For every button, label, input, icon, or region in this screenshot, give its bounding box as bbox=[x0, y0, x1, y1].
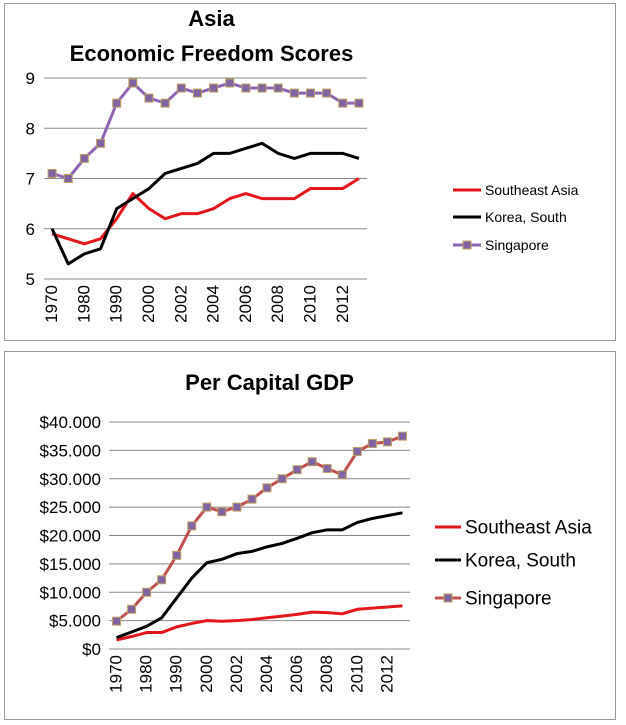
y-tick-label: $35.000 bbox=[40, 441, 101, 460]
series-point bbox=[307, 457, 317, 467]
series-point bbox=[273, 83, 283, 93]
series-line-1 bbox=[50, 141, 360, 266]
x-tick-label: 1990 bbox=[107, 285, 126, 323]
x-tick-label: 2008 bbox=[317, 655, 336, 693]
series-point bbox=[217, 507, 227, 517]
series-point bbox=[202, 502, 212, 512]
x-tick-label: 2010 bbox=[300, 285, 319, 323]
legend-label: Korea, South bbox=[465, 551, 576, 572]
y-tick-label: $15.000 bbox=[40, 555, 101, 574]
series-line-0 bbox=[116, 604, 403, 642]
x-tick-label: 2004 bbox=[204, 285, 223, 323]
economic-freedom-chart-panel: Asia Economic Freedom Scores 5 6 7 8 9 1970 1980… bbox=[4, 3, 616, 341]
x-tick-label: 2000 bbox=[197, 655, 216, 693]
series-point bbox=[112, 616, 122, 626]
chart-title: Per Capital GDP bbox=[185, 370, 354, 395]
y-tick-label: 7 bbox=[26, 170, 35, 189]
gdp-chart: Per Capital GDP $0 $5.000 $10.000 $15.000 $20… bbox=[40, 370, 593, 693]
series-point bbox=[292, 465, 302, 475]
x-tick-label: 2012 bbox=[377, 655, 396, 693]
x-tick-label: 2002 bbox=[171, 285, 190, 323]
series-point bbox=[322, 88, 332, 98]
series-point bbox=[187, 521, 197, 531]
series-point bbox=[47, 168, 57, 178]
series-point bbox=[337, 470, 347, 480]
y-tick-label: $10.000 bbox=[40, 583, 101, 602]
x-tick-label: 1990 bbox=[167, 655, 186, 693]
legend-label: Singapore bbox=[485, 237, 549, 253]
x-tick-label: 2000 bbox=[139, 285, 158, 323]
series-point bbox=[232, 502, 242, 512]
economic-freedom-chart: Asia Economic Freedom Scores 5 6 7 8 9 1970 1980… bbox=[26, 6, 579, 323]
series-point bbox=[367, 439, 377, 449]
series-point bbox=[127, 604, 137, 614]
series-point bbox=[277, 474, 287, 484]
series-point bbox=[142, 587, 152, 597]
series-point bbox=[305, 88, 315, 98]
x-tick-label: 1980 bbox=[74, 285, 93, 323]
series-point bbox=[63, 174, 73, 183]
series-point bbox=[225, 78, 235, 88]
y-tick-label: $20.000 bbox=[40, 527, 101, 546]
series-point bbox=[112, 98, 122, 108]
series-point bbox=[176, 83, 186, 93]
series-point bbox=[338, 98, 348, 108]
y-tick-label: 8 bbox=[26, 119, 35, 138]
legend-label: Southeast Asia bbox=[485, 182, 579, 198]
series-point bbox=[79, 153, 89, 163]
x-tick-label: 2006 bbox=[287, 655, 306, 693]
gdp-chart-panel: Per Capital GDP $0 $5.000 $10.000 $15.000 $20… bbox=[4, 351, 616, 720]
y-tick-label: $30.000 bbox=[40, 470, 101, 489]
x-tick-label: 2012 bbox=[333, 285, 352, 323]
series-point bbox=[172, 550, 182, 560]
x-tick-label: 1970 bbox=[42, 285, 61, 323]
legend-label: Singapore bbox=[465, 589, 552, 610]
y-tick-label: $40.000 bbox=[40, 413, 101, 432]
y-tick-label: 6 bbox=[26, 220, 35, 239]
series-line-0 bbox=[51, 177, 360, 246]
series-point bbox=[247, 494, 257, 504]
y-tick-label: 5 bbox=[26, 270, 35, 289]
x-tick-label: 2008 bbox=[268, 285, 287, 323]
series-point bbox=[192, 88, 202, 98]
series-point bbox=[262, 483, 272, 493]
series-line-2 bbox=[115, 434, 404, 623]
series-point bbox=[322, 464, 332, 474]
y-tick-label: $25.000 bbox=[40, 498, 101, 517]
legend-marker bbox=[443, 593, 453, 603]
x-tick-label: 2004 bbox=[257, 655, 276, 693]
x-tick-label: 2010 bbox=[347, 655, 366, 693]
y-tick-label: 9 bbox=[26, 69, 35, 88]
x-tick-label: 1980 bbox=[137, 655, 156, 693]
y-tick-label: $5.000 bbox=[49, 612, 101, 631]
x-tick-label: 2006 bbox=[236, 285, 255, 323]
legend-label: Southeast Asia bbox=[465, 518, 592, 539]
legend-label: Korea, South bbox=[485, 209, 567, 225]
series-point bbox=[160, 98, 170, 108]
series-point bbox=[257, 83, 267, 93]
y-tick-label: $0 bbox=[82, 640, 101, 659]
legend-marker bbox=[462, 240, 472, 250]
series-point bbox=[241, 83, 251, 93]
series-point bbox=[157, 575, 167, 585]
series-point bbox=[352, 447, 362, 457]
series-point bbox=[96, 138, 106, 148]
series-point bbox=[144, 93, 154, 103]
series-point bbox=[289, 88, 299, 98]
series-point bbox=[354, 98, 364, 108]
chart-subtitle: Economic Freedom Scores bbox=[70, 41, 354, 66]
series-line-1 bbox=[115, 511, 403, 640]
series-point bbox=[128, 78, 138, 88]
series-point bbox=[209, 83, 219, 93]
x-tick-label: 1970 bbox=[107, 655, 126, 693]
chart-title: Asia bbox=[188, 6, 235, 31]
series-point bbox=[397, 431, 407, 441]
x-tick-label: 2002 bbox=[227, 655, 246, 693]
series-point bbox=[382, 437, 392, 447]
